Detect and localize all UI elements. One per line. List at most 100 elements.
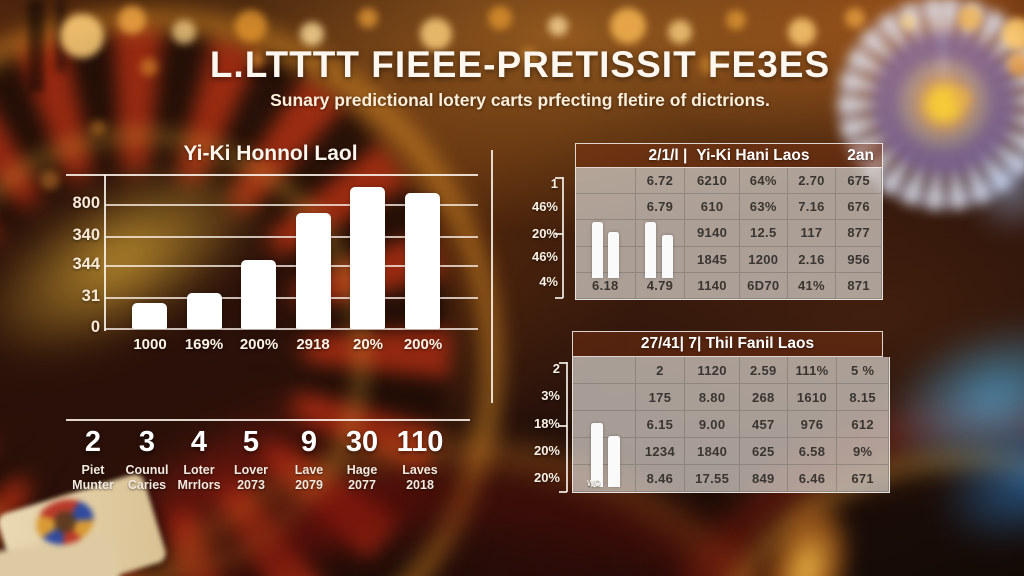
table-cell	[576, 246, 636, 273]
table-cell: 676	[836, 194, 882, 221]
table-cell: 956	[836, 246, 882, 273]
table-cell: 8.46	[635, 465, 686, 492]
table-cell: 6.15	[635, 411, 686, 438]
table-cell: 6.46	[787, 465, 838, 492]
page-subtitle: Sunary predictional lotery carts prfecti…	[270, 90, 770, 110]
bar-chart-plot	[105, 175, 478, 330]
table-cell	[573, 465, 636, 492]
table2-header: 27/41| 7| Thil Fanil Laos	[572, 331, 883, 357]
stat-label-line1: Laves	[402, 463, 438, 477]
table1-header-right: 2an	[847, 146, 874, 164]
table-cell	[573, 384, 636, 411]
bar-chart-title: Yi-Ki Honnol Laol	[183, 142, 358, 165]
table-cell: 6210	[685, 168, 740, 195]
chart-bar	[187, 293, 222, 329]
table-mini-bar	[645, 222, 656, 278]
table-cell: 8.15	[837, 384, 889, 411]
chart-bar	[405, 193, 440, 329]
table-cell: 9140	[685, 220, 740, 247]
table-cell: 9.00	[685, 411, 740, 438]
table-mini-bar	[662, 235, 673, 278]
chart-x-tick-label: 200%	[239, 336, 279, 353]
table-cell: 7.16	[787, 194, 837, 221]
table-cell: 457	[739, 411, 788, 438]
chart-x-tick-label: 169%	[184, 336, 224, 353]
table-mini-bar	[608, 436, 620, 487]
table-row-label: 46%	[531, 249, 558, 264]
table-cell: 1610	[787, 384, 838, 411]
table-cell: 9%	[837, 438, 889, 465]
chart-x-tick-label: 1000	[133, 336, 167, 353]
table-cell: 41%	[787, 272, 837, 299]
table-cell: 12.5	[739, 220, 788, 247]
table-cell: 17.55	[685, 465, 740, 492]
table-mini-bar	[591, 423, 603, 487]
stats-row: 2 Piet Munter 3 Counul Caries 4 Loter Mrrlors 5 Lo…	[0, 426, 492, 498]
table-cell: 111%	[787, 357, 838, 384]
table1-header: 2/1/l | Yi-Ki Hani Laos 2an	[575, 143, 883, 168]
axis-bracket-tick	[559, 362, 567, 364]
chart-x-labels: 1000 169% 200% 2918 20% 200%	[105, 336, 478, 356]
chart-y-tick-label: 31	[81, 287, 100, 305]
table-cell: 877	[836, 220, 882, 247]
table-cell	[576, 220, 636, 247]
table-row-label: 20%	[533, 470, 560, 485]
table-cell	[576, 194, 636, 221]
chart-y-tick-label: 340	[72, 226, 100, 244]
stats-top-line	[66, 419, 470, 421]
table-cell: 5 %	[837, 357, 889, 384]
table-cell	[635, 246, 686, 273]
table-cell: 117	[787, 220, 837, 247]
table-cell: 1840	[685, 438, 740, 465]
chart-y-labels: 800 340 344 31 0	[52, 175, 100, 336]
table-cell: 871	[836, 272, 882, 299]
table-cell	[576, 168, 636, 195]
table1-header-title: Yi-Ki Hani Laos	[696, 146, 810, 164]
table1-header-prefix: 2/1/l |	[648, 146, 688, 164]
table-cell: 6.79	[635, 194, 686, 221]
table-cell: 6D70	[739, 272, 788, 299]
table-row-label: 20%	[531, 226, 558, 241]
table-cell: 6.58	[787, 438, 838, 465]
table-row-label: 46%	[531, 199, 558, 214]
chart-y-tick-label: 344	[72, 255, 100, 273]
table-cell: 64%	[739, 168, 788, 195]
table-cell: 1234	[635, 438, 686, 465]
table-mini-bar	[608, 232, 619, 278]
table-cell: 625	[739, 438, 788, 465]
chart-x-tick-label: 200%	[403, 336, 443, 353]
table-cell: 268	[739, 384, 788, 411]
table-cell	[573, 357, 636, 384]
table-cell: 1120	[685, 357, 740, 384]
table-cell: 1200	[739, 246, 788, 273]
table-cell: 612	[837, 411, 889, 438]
table-cell	[573, 438, 636, 465]
table-row-label: 20%	[533, 443, 560, 458]
table-row-label: 1	[550, 176, 558, 191]
table2-header-title: 27/41| 7| Thil Fanil Laos	[640, 335, 815, 352]
axis-bracket-line	[562, 177, 564, 298]
table-row-label: 2	[552, 361, 560, 376]
chart-y-tick-label: 800	[72, 194, 100, 212]
table-cell	[635, 220, 686, 247]
table-cell: 976	[787, 411, 838, 438]
chart-bar	[296, 213, 331, 329]
section-divider	[491, 150, 493, 403]
axis-bracket-tick	[555, 233, 563, 235]
page-title: L.LTTTT FIEEE-PRETISSIT FE3ES	[209, 44, 831, 85]
axis-bracket-tick	[555, 177, 563, 179]
axis-bracket-tick	[559, 491, 567, 493]
table-cell: 1845	[685, 246, 740, 273]
table-cell: 675	[836, 168, 882, 195]
table-cell: 2	[635, 357, 686, 384]
axis-bracket-tick	[555, 297, 563, 299]
mini-bar-caption: WO	[587, 479, 601, 488]
table-row-label: 3%	[541, 388, 560, 403]
table-mini-bar	[592, 222, 603, 278]
chart-bar	[132, 303, 167, 329]
table-cell: 8.80	[685, 384, 740, 411]
axis-bracket-line	[566, 362, 568, 492]
table-row-label: 4%	[539, 274, 558, 289]
chart-bar	[350, 187, 385, 329]
